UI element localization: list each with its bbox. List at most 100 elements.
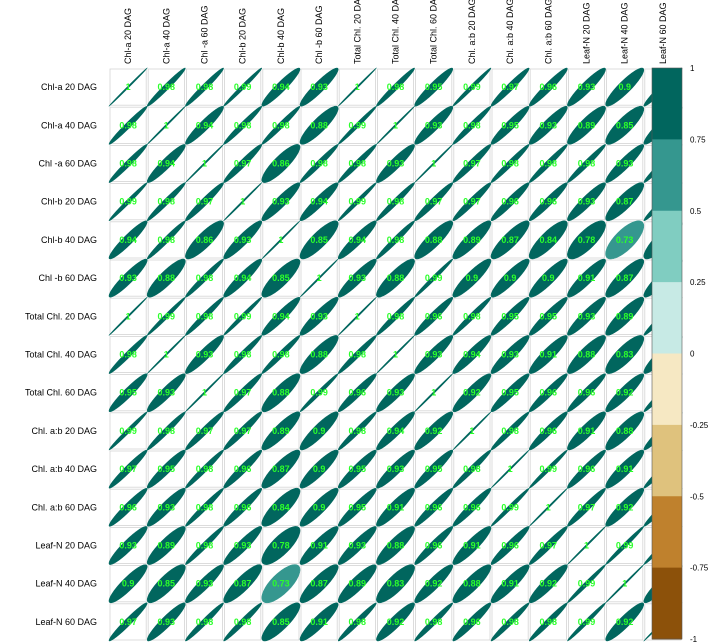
corr-value: 0.9 <box>466 273 479 283</box>
corr-ellipse <box>261 182 301 222</box>
corr-ellipse <box>452 373 492 413</box>
corr-value: 0.93 <box>425 350 443 360</box>
corr-cell: 0.98 <box>185 602 224 642</box>
corr-cell: 0.85 <box>146 564 186 604</box>
corr-cell: 0.96 <box>414 487 454 527</box>
colorbar-segment <box>652 496 682 569</box>
corr-value: 0.9 <box>618 82 631 92</box>
corr-ellipse <box>146 258 186 298</box>
corr-cell: 0.93 <box>185 335 224 374</box>
corr-ellipse <box>376 144 415 183</box>
corr-value: 0.99 <box>540 464 558 474</box>
corr-cell: 0.93 <box>337 526 377 565</box>
row-label: Chl-b 40 DAG <box>41 235 97 245</box>
corr-value: 0.98 <box>501 159 519 169</box>
corr-cell: 0.91 <box>605 449 645 489</box>
corr-value: 0.93 <box>578 82 596 92</box>
row-label: Leaf-N 20 DAG <box>35 541 97 551</box>
corr-cell: 0.96 <box>223 487 263 527</box>
corr-cell: 0.98 <box>223 105 263 145</box>
corr-cell: 0.99 <box>528 449 568 489</box>
corr-ellipse <box>490 67 530 107</box>
corr-cell: 0.88 <box>605 411 645 451</box>
corr-cell: 1 <box>108 67 148 107</box>
corr-value: 0.98 <box>387 235 405 245</box>
corr-value: 0.98 <box>196 464 214 474</box>
corr-ellipse <box>605 296 645 336</box>
corr-cell: 0.98 <box>452 449 492 489</box>
corr-ellipse <box>528 373 568 413</box>
corr-cell: 0.93 <box>414 335 454 374</box>
corr-value: 0.92 <box>425 426 443 436</box>
corr-cell: 0.88 <box>146 258 186 298</box>
corr-value: 0.99 <box>501 502 519 512</box>
corr-cell: 0.99 <box>490 487 530 527</box>
corr-cell: 1 <box>375 334 416 375</box>
corr-cell: 0.93 <box>528 105 568 145</box>
corr-cell: 0.96 <box>223 449 263 489</box>
corr-cell: 0.92 <box>605 602 645 642</box>
corr-value: 0.88 <box>158 273 176 283</box>
corr-ellipse <box>108 487 148 527</box>
corr-cell: 1 <box>414 143 454 184</box>
corr-cell: 0.99 <box>223 67 263 107</box>
corr-ellipse <box>490 564 530 604</box>
corr-value: 0.95 <box>349 464 367 474</box>
corr-value: 0.93 <box>387 388 405 398</box>
corr-value: 0.97 <box>234 159 252 169</box>
corr-cell: 0.97 <box>223 411 263 451</box>
corr-ellipse <box>185 449 224 489</box>
corr-ellipse <box>108 105 148 145</box>
corr-cell: 0.87 <box>605 258 645 298</box>
corr-cell: 0.98 <box>299 144 339 183</box>
corr-value: 0.97 <box>119 464 137 474</box>
corr-cell: 0.92 <box>605 487 645 527</box>
corr-ellipse <box>146 373 186 413</box>
corr-ellipse <box>185 564 224 604</box>
corr-value: 0.91 <box>387 502 405 512</box>
corr-cell: 0.84 <box>528 220 568 260</box>
corr-ellipse <box>146 220 186 260</box>
corr-cell: 0.98 <box>185 258 224 298</box>
corr-value: 0.92 <box>425 579 443 589</box>
corr-ellipse <box>605 449 645 489</box>
row-label: Chl -a 60 DAG <box>38 159 97 169</box>
corr-value: 0.95 <box>425 82 443 92</box>
corr-ellipse <box>414 105 454 145</box>
corr-value: 0.96 <box>578 388 596 398</box>
corr-ellipse <box>414 487 454 527</box>
corr-ellipse <box>299 564 339 604</box>
corr-cell: 0.86 <box>261 144 301 183</box>
corr-value: 0.98 <box>349 426 367 436</box>
corr-ellipse <box>299 373 339 413</box>
corr-ellipse <box>490 105 530 145</box>
corr-cell: 0.94 <box>376 411 415 451</box>
corr-value: 0.97 <box>540 541 558 551</box>
corr-value: 0.88 <box>272 388 290 398</box>
corr-value: 1 <box>164 350 169 360</box>
corr-value: 0.93 <box>501 350 519 360</box>
corr-cell: 0.97 <box>108 449 148 489</box>
corr-cell: 0.99 <box>605 526 645 565</box>
corr-value: 0.98 <box>234 350 252 360</box>
corr-value: 0.94 <box>387 426 405 436</box>
corr-value: 0.92 <box>463 388 481 398</box>
corr-cell: 0.99 <box>108 411 148 451</box>
corr-ellipse <box>414 564 454 604</box>
corr-ellipse <box>146 449 186 489</box>
corr-value: 0.88 <box>310 350 328 360</box>
corr-value: 0.98 <box>234 120 252 130</box>
corr-value: 1 <box>584 541 589 551</box>
corr-cell: 0.95 <box>528 296 568 336</box>
corr-cell: 0.88 <box>452 564 492 604</box>
corr-value: 1 <box>622 579 627 589</box>
corr-cell: 0.98 <box>261 105 301 145</box>
corr-value: 0.98 <box>158 235 176 245</box>
corr-ellipse <box>146 526 186 565</box>
corr-cell: 0.92 <box>528 564 568 604</box>
corr-value: 0.94 <box>310 197 328 207</box>
corr-cell: 0.97 <box>452 144 492 183</box>
corr-cell: 0.96 <box>414 526 454 565</box>
corr-cell: 0.95 <box>337 449 377 489</box>
corr-value: 0.92 <box>387 617 405 627</box>
